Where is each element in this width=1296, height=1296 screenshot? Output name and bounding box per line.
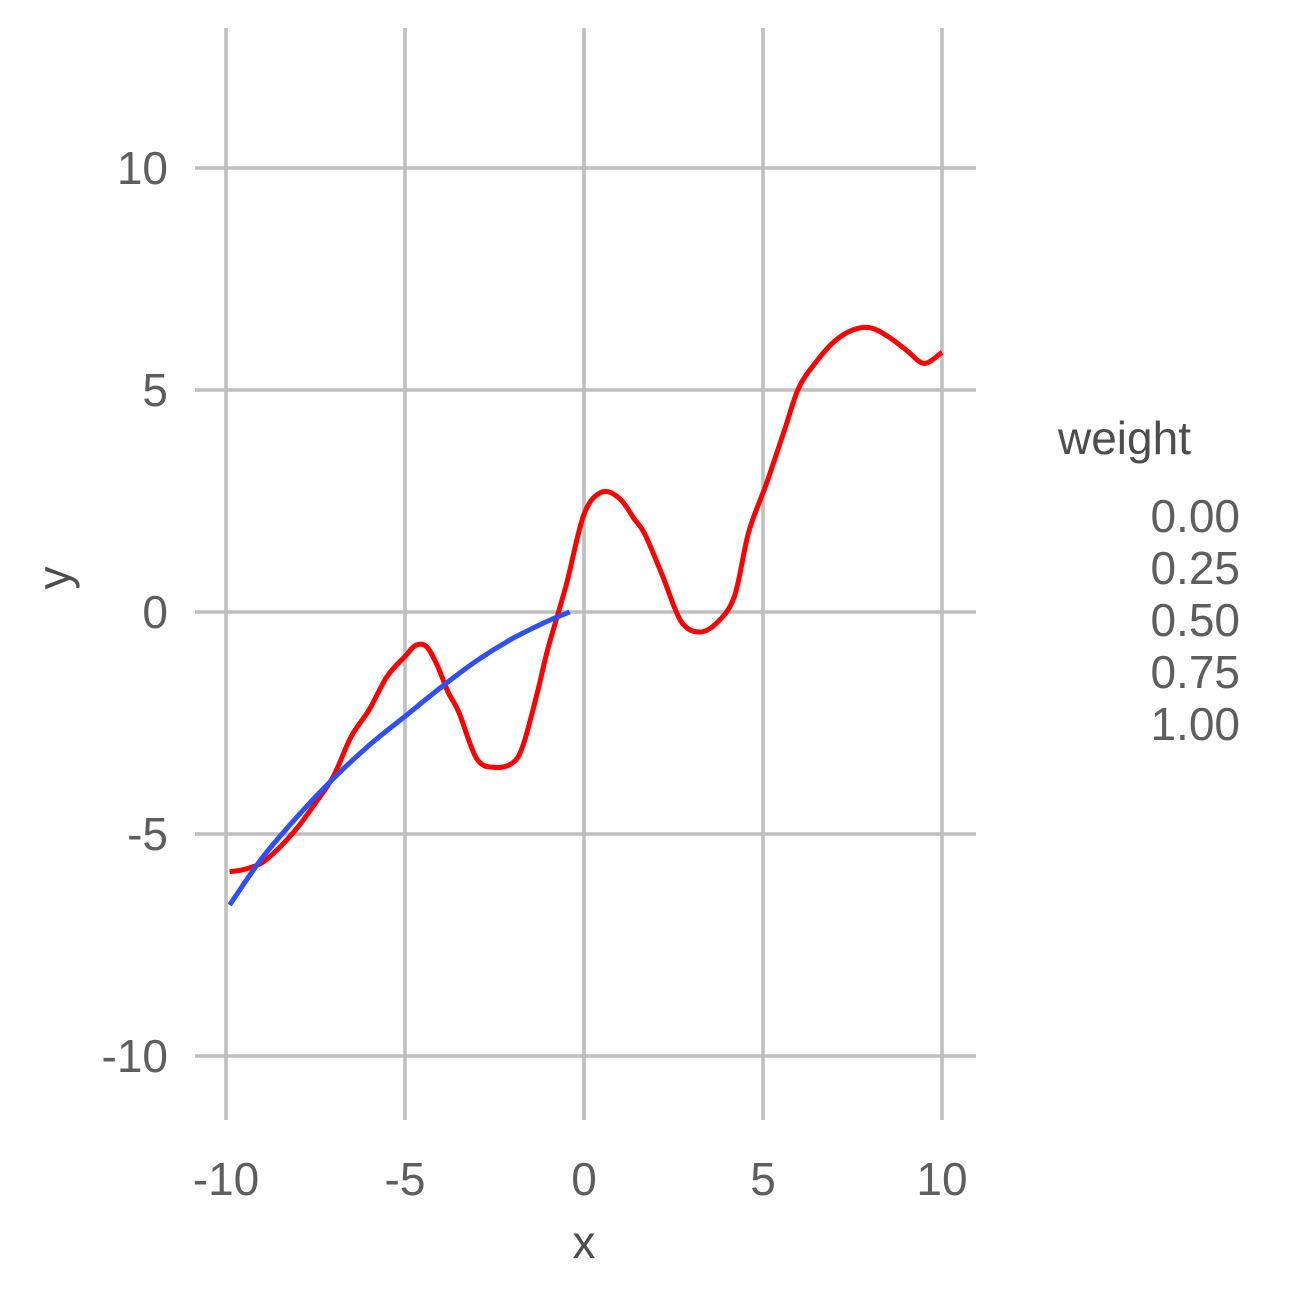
y-tick-label: 10: [117, 142, 168, 194]
legend-labels: 0.000.250.500.751.00: [1150, 490, 1240, 750]
x-tick-label: 10: [916, 1153, 967, 1205]
x-tick-label: 0: [571, 1153, 597, 1205]
legend: weight 0.000.250.500.751.00: [1057, 412, 1240, 750]
legend-label: 0.75: [1150, 646, 1240, 698]
x-tick-label: -5: [385, 1153, 426, 1205]
series-line-1: [229, 324, 944, 875]
series-line-2: [227, 609, 571, 907]
legend-label: 1.00: [1150, 698, 1240, 750]
legend-label: 0.50: [1150, 594, 1240, 646]
y-tick-labels: -10 -5 0 5 10: [102, 142, 168, 1082]
legend-title: weight: [1057, 412, 1191, 464]
legend-label: 0.25: [1150, 542, 1240, 594]
x-tick-label: -10: [193, 1153, 259, 1205]
x-axis-title: x: [573, 1216, 596, 1268]
x-tick-labels: -10 -5 0 5 10: [193, 1153, 968, 1205]
y-tick-label: 0: [142, 586, 168, 638]
x-tick-label: 5: [750, 1153, 776, 1205]
y-tick-label: 5: [142, 364, 168, 416]
legend-label: 0.00: [1150, 490, 1240, 542]
y-tick-label: -5: [127, 808, 168, 860]
y-axis-title: y: [28, 567, 80, 590]
series-group: [227, 324, 944, 907]
y-tick-label: -10: [102, 1030, 168, 1082]
grid: [195, 28, 976, 1120]
